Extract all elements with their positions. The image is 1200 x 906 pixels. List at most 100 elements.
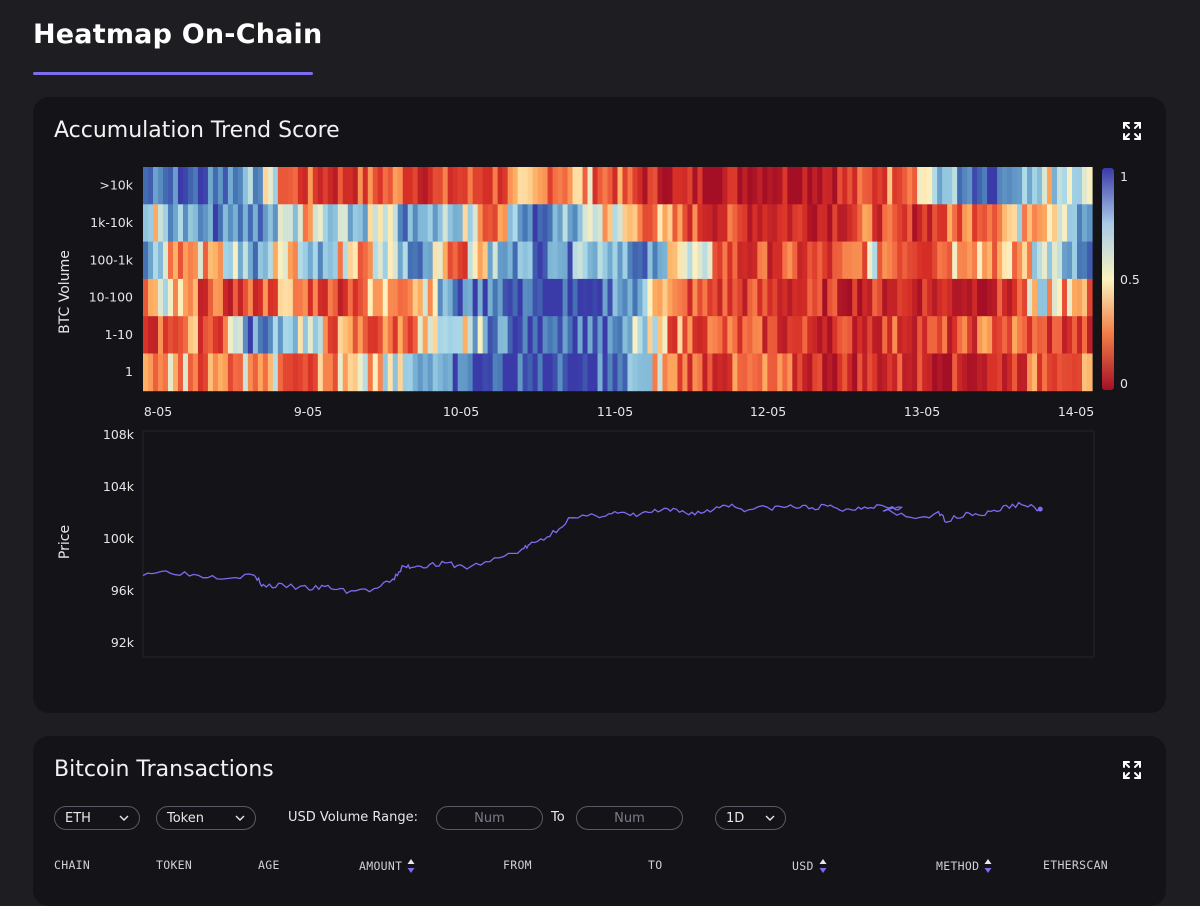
heatmap-cell: [832, 241, 838, 280]
heatmap-cell: [242, 278, 249, 317]
heatmap-cell: [332, 167, 339, 205]
heatmap-cell: [657, 204, 664, 242]
heatmap-cell: [152, 316, 159, 354]
heatmap-cell: [537, 167, 544, 205]
heatmap-cell: [982, 241, 988, 280]
heatmap-cell: [387, 241, 394, 280]
heatmap-cell: [247, 167, 254, 205]
usd-min-input[interactable]: [436, 806, 543, 830]
heatmap-cell: [577, 167, 584, 205]
heatmap-cell: [387, 353, 394, 392]
heatmap-cell: [202, 167, 209, 205]
heatmap-cell: [562, 353, 569, 392]
heatmap-cell: [882, 278, 888, 317]
heatmap-cell: [462, 278, 469, 317]
heatmap-cell: [1067, 204, 1073, 242]
heatmap-cell: [452, 204, 459, 242]
heatmap-cell: [677, 353, 684, 392]
heatmap-cell: [332, 204, 339, 242]
heatmap-cell: [847, 353, 853, 392]
price-y-tick-label: 92k: [111, 635, 135, 650]
heatmap-cell: [817, 167, 823, 205]
heatmap-cell: [742, 241, 748, 280]
heatmap-cell: [797, 316, 803, 354]
heatmap-cell: [847, 241, 853, 280]
heatmap-cell: [567, 204, 574, 242]
heatmap-cell: [672, 204, 679, 242]
sort-icon[interactable]: [407, 858, 415, 874]
heatmap-cell: [777, 353, 783, 392]
heatmap-cell: [552, 278, 559, 317]
heatmap-cell: [477, 167, 484, 205]
heatmap-cell: [717, 278, 723, 317]
heatmap-cell: [1022, 241, 1028, 280]
column-etherscan[interactable]: ETHERSCAN: [1043, 858, 1109, 872]
heatmap-cell: [837, 204, 843, 242]
heatmap-cell: [437, 353, 444, 392]
heatmap-cell: [912, 241, 918, 280]
heatmap-x-tick-label: 11-05: [597, 404, 633, 419]
column-from[interactable]: FROM: [503, 858, 532, 872]
heatmap-cell: [967, 316, 973, 354]
heatmap-cell: [682, 167, 689, 205]
column-method[interactable]: METHOD: [936, 858, 992, 874]
heatmap-cell: [1037, 278, 1043, 317]
heatmap-cell: [792, 316, 798, 354]
heatmap-cell: [327, 241, 334, 280]
heatmap-cell: [1082, 167, 1088, 205]
heatmap-cell: [672, 278, 679, 317]
heatmap-cell: [317, 167, 324, 205]
chain-select[interactable]: ETH: [54, 806, 140, 830]
column-age[interactable]: AGE: [258, 858, 280, 872]
column-usd[interactable]: USD: [792, 858, 827, 874]
expand-icon[interactable]: [1122, 760, 1142, 780]
heatmap-cell: [962, 278, 968, 317]
heatmap-cell: [1017, 278, 1023, 317]
heatmap-cell: [432, 167, 439, 205]
usd-max-input[interactable]: [576, 806, 683, 830]
heatmap-cell: [572, 241, 579, 280]
heatmap-cell: [607, 167, 614, 205]
column-token[interactable]: TOKEN: [156, 858, 193, 872]
period-select[interactable]: 1D: [715, 806, 786, 830]
heatmap-cell: [152, 241, 159, 280]
heatmap-cell: [622, 204, 629, 242]
sort-icon[interactable]: [984, 858, 992, 874]
heatmap-cell: [627, 278, 634, 317]
heatmap-x-tick-label: 8-05: [144, 404, 172, 419]
heatmap-cell: [912, 353, 918, 392]
heatmap-cell: [457, 204, 464, 242]
heatmap-cell: [332, 353, 339, 392]
column-amount[interactable]: AMOUNT: [359, 858, 415, 874]
heatmap-cell: [242, 241, 249, 280]
heatmap-cell: [437, 241, 444, 280]
heatmap-cell: [192, 278, 199, 317]
heatmap-cell: [432, 204, 439, 242]
token-select[interactable]: Token: [156, 806, 256, 830]
chain-select-value: ETH: [65, 810, 91, 826]
heatmap-cell: [442, 353, 449, 392]
sort-icon[interactable]: [819, 858, 827, 874]
heatmap-cell: [947, 278, 953, 317]
heatmap-cell: [927, 167, 933, 205]
heatmap-cell: [1042, 353, 1048, 392]
column-chain[interactable]: CHAIN: [54, 858, 91, 872]
heatmap-cell: [917, 241, 923, 280]
heatmap-cell: [637, 316, 644, 354]
column-to[interactable]: TO: [648, 858, 663, 872]
heatmap-cell: [502, 167, 509, 205]
heatmap-cell: [712, 241, 718, 280]
heatmap-cell: [657, 241, 664, 280]
heatmap-cell: [487, 241, 494, 280]
expand-icon[interactable]: [1122, 121, 1142, 141]
heatmap-cell: [627, 204, 634, 242]
heatmap-cell: [862, 316, 868, 354]
heatmap-cell: [247, 241, 254, 280]
heatmap-cell: [657, 316, 664, 354]
heatmap-cell: [257, 316, 264, 354]
heatmap-cell: [652, 204, 659, 242]
heatmap-cell: [922, 353, 928, 392]
heatmap-cell: [227, 167, 234, 205]
heatmap-cell: [482, 316, 489, 354]
heatmap-cell: [502, 353, 509, 392]
